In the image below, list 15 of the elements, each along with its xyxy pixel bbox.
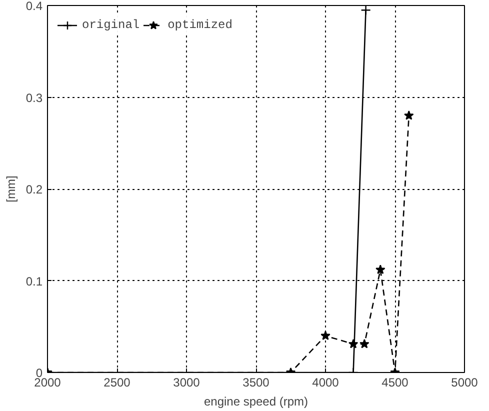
y-tick-label: 0.1 [26, 274, 43, 288]
y-axis-title: [mm] [4, 176, 18, 202]
legend-label: optimized [168, 18, 232, 32]
x-tick-label: 4500 [382, 376, 409, 390]
x-tick-label: 3000 [173, 376, 200, 390]
x-tick-label: 2000 [34, 376, 62, 390]
x-tick-label: 4000 [312, 376, 340, 390]
x-tick-label: 5000 [451, 376, 478, 390]
y-tick-label: 0.3 [26, 90, 43, 105]
y-tick-label: 0.2 [26, 182, 43, 196]
legend-label: original [82, 18, 140, 32]
x-tick-label: 3500 [242, 376, 270, 390]
x-axis-title: engine speed (rpm) [204, 394, 308, 408]
x-tick-label: 2500 [104, 376, 131, 390]
y-tick-label: 0.4 [26, 0, 43, 13]
